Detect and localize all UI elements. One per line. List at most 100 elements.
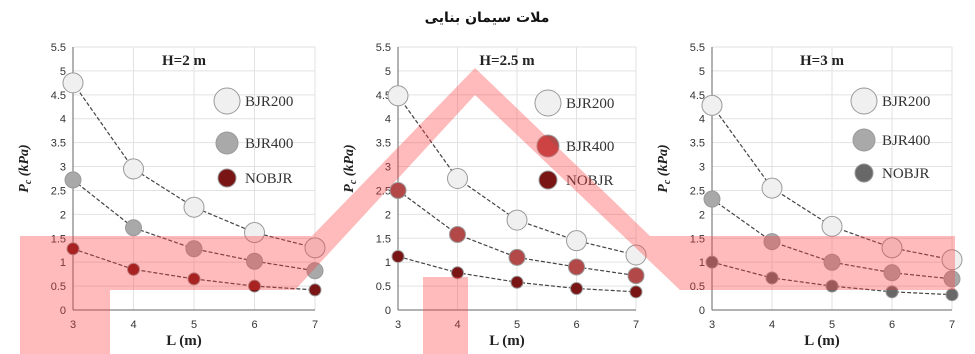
data-point [391,249,405,263]
legend-label: BJR400 [245,136,293,152]
x-axis-label: L (m) [489,333,524,349]
data-point [823,253,841,271]
series-NOBJR [391,249,643,299]
data-point [763,233,781,251]
panel-title: H=2 m [162,53,206,69]
legend-label: BJR200 [245,94,293,110]
y-tick-label: 2.5 [51,185,66,197]
data-point [883,264,901,282]
series-NOBJR [66,242,322,297]
data-point [705,255,719,269]
y-tick-label: 1.5 [690,233,705,245]
data-point [629,285,643,299]
data-point [508,248,526,266]
y-tick-label: 3.5 [51,138,66,150]
legend-label: BJR200 [566,96,614,112]
data-point [701,94,723,116]
legend-marker [217,168,237,188]
series-BJR200 [387,85,647,266]
data-point [127,262,140,276]
y-tick-label: 0 [60,305,66,317]
x-tick-label: 3 [395,319,401,331]
x-tick-label: 3 [709,319,715,331]
y-tick-label: 3.5 [376,138,391,150]
x-tick-label: 7 [312,319,318,331]
x-tick-label: 5 [514,319,520,331]
data-point [449,225,466,243]
y-axis-label: Pc (kPa) [656,144,673,192]
y-tick-label: 4.5 [376,90,391,102]
data-point [941,249,963,271]
y-tick-label: 0.5 [376,281,391,293]
series-line [397,189,637,277]
data-point [825,279,839,293]
panel-title: H=3 m [800,53,844,69]
x-axis-label: L (m) [166,333,201,349]
data-point [945,288,959,302]
data-point [506,209,528,231]
legend-marker [213,87,241,115]
series-BJR200 [62,72,326,259]
y-tick-label: 5.5 [376,42,391,54]
data-point [943,270,961,288]
y-tick-label: 4 [699,114,705,126]
data-point [125,219,142,237]
y-tick-label: 3.5 [690,138,705,150]
data-point [447,168,468,189]
data-point [64,171,82,189]
data-point [244,222,265,244]
legend-marker [852,128,876,152]
data-point [308,283,322,297]
y-tick-label: 4 [385,114,391,126]
y-tick-label: 0 [699,305,705,317]
data-point [821,215,843,237]
data-point [625,244,647,266]
x-tick-label: 5 [829,319,835,331]
y-tick-label: 2.5 [376,185,391,197]
data-point [627,267,645,285]
legend-label: BJR200 [882,94,930,110]
y-tick-label: 0.5 [51,281,66,293]
x-tick-label: 5 [191,319,197,331]
data-point [568,258,585,276]
y-tick-label: 3 [60,162,66,174]
series-BJR400 [389,181,645,285]
legend-marker [854,163,874,183]
data-point [306,262,324,280]
data-point [183,196,205,218]
legend-label: NOBJR [882,166,930,182]
figure-title: ملات سیمان بنایی [425,10,550,26]
legend-label: NOBJR [566,173,614,189]
y-tick-label: 5 [60,66,66,78]
y-tick-label: 5.5 [690,42,705,54]
chart-panels: 0 0.5 1 1.5 2 2.5 3 3.5 4 4.5 5 5.5 3 4 5 6 7 H=2 m L (m) P… [17,42,963,349]
legend-marker [536,134,560,158]
x-tick-label: 6 [889,319,895,331]
series-line [711,198,953,280]
legend-marker [215,131,239,155]
data-point [510,275,524,289]
series-BJR200 [701,94,963,271]
data-point [387,85,409,107]
legend-label: BJR400 [882,133,930,149]
y-tick-label: 1 [699,257,705,269]
x-axis-label: L (m) [804,333,839,349]
y-tick-label: 1.5 [51,233,66,245]
y-tick-label: 3 [385,162,391,174]
data-point [703,190,721,208]
data-point [248,279,261,293]
data-point [389,181,407,199]
legend-marker [850,87,878,115]
y-tick-label: 1 [385,257,391,269]
y-tick-label: 2 [385,209,391,221]
y-tick-label: 5.5 [51,42,66,54]
data-point [66,242,80,256]
y-tick-label: 2 [60,209,66,221]
y-tick-label: 5 [385,66,391,78]
x-tick-label: 4 [454,319,460,331]
y-tick-label: 4.5 [690,90,705,102]
y-axis-label: Pc (kPa) [17,144,34,192]
chart-panel-2: 0 0.5 1 1.5 2 2.5 3 3.5 4 4.5 5 5.5 3 4 5 6 7 H=2.5 m L (m… [342,42,647,349]
legend-marker [534,89,562,117]
